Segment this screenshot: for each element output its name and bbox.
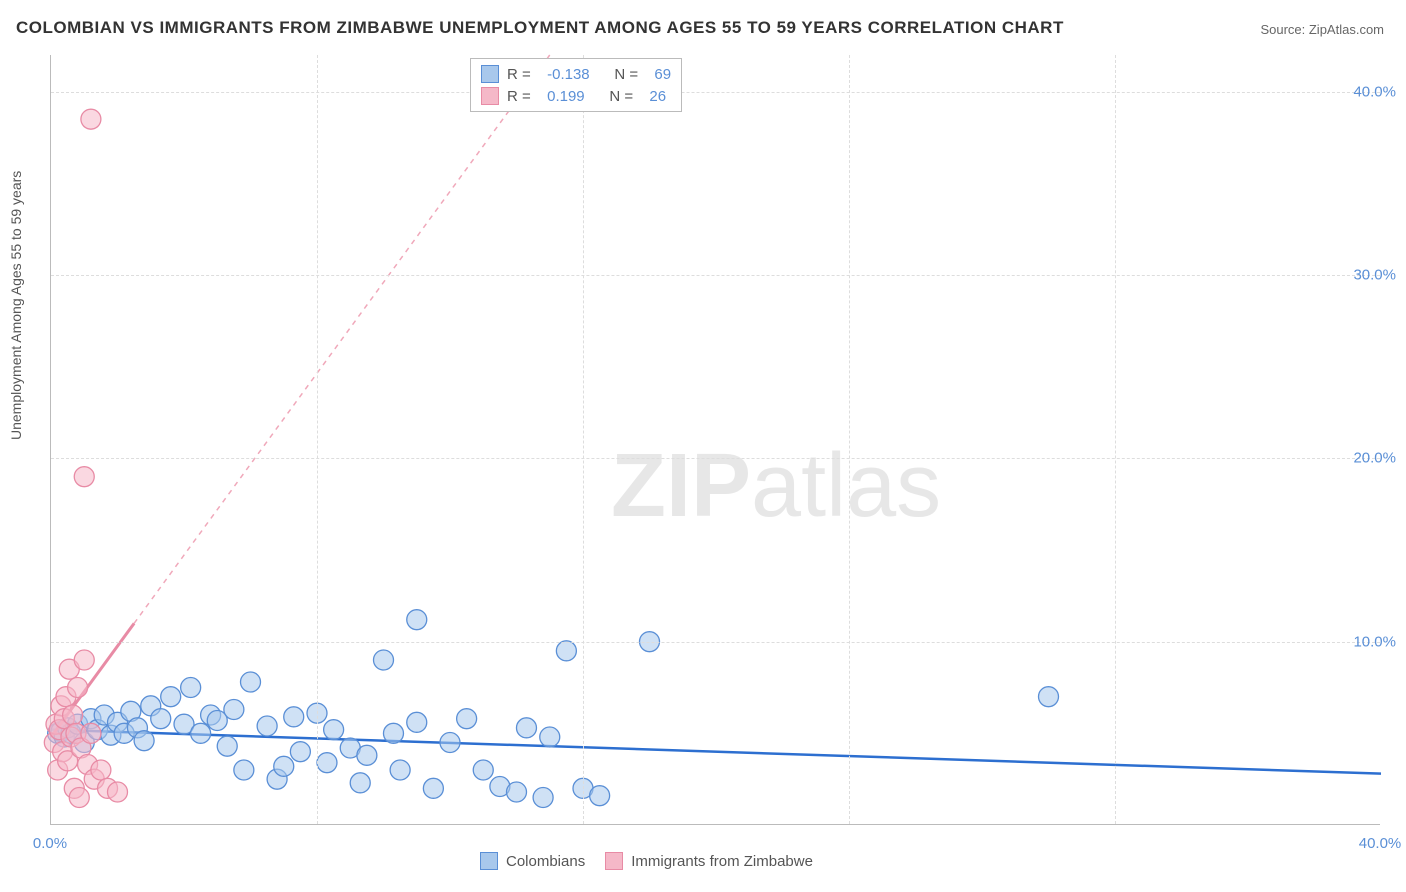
data-point xyxy=(1039,687,1059,707)
chart-svg xyxy=(51,55,1380,824)
data-point xyxy=(357,745,377,765)
data-point xyxy=(161,687,181,707)
source-label: Source: ZipAtlas.com xyxy=(1260,22,1384,37)
gridline-v xyxy=(849,55,850,824)
gridline-h xyxy=(51,275,1380,276)
data-point xyxy=(590,786,610,806)
ytick-label: 40.0% xyxy=(1353,83,1396,100)
data-point xyxy=(507,782,527,802)
data-point xyxy=(74,650,94,670)
legend-series-item: Colombians xyxy=(480,852,585,870)
ytick-label: 10.0% xyxy=(1353,633,1396,650)
data-point xyxy=(423,778,443,798)
data-point xyxy=(224,700,244,720)
chart-container: COLOMBIAN VS IMMIGRANTS FROM ZIMBABWE UN… xyxy=(0,0,1406,892)
data-point xyxy=(317,753,337,773)
data-point xyxy=(390,760,410,780)
data-point xyxy=(191,723,211,743)
xtick-label: 0.0% xyxy=(33,835,67,852)
legend-swatch xyxy=(481,87,499,105)
data-point xyxy=(68,678,88,698)
legend-series-label: Immigrants from Zimbabwe xyxy=(631,853,813,870)
data-point xyxy=(81,723,101,743)
legend-swatch xyxy=(605,852,623,870)
gridline-v xyxy=(583,55,584,824)
data-point xyxy=(91,760,111,780)
data-point xyxy=(241,672,261,692)
data-point xyxy=(374,650,394,670)
data-point xyxy=(63,705,83,725)
data-point xyxy=(151,709,171,729)
gridline-h xyxy=(51,642,1380,643)
data-point xyxy=(324,720,344,740)
legend-swatch xyxy=(480,852,498,870)
gridline-h xyxy=(51,92,1380,93)
data-point xyxy=(181,678,201,698)
data-point xyxy=(533,788,553,808)
gridline-v xyxy=(317,55,318,824)
legend-series-label: Colombians xyxy=(506,853,585,870)
data-point xyxy=(556,641,576,661)
gridline-h xyxy=(51,458,1380,459)
legend-series-item: Immigrants from Zimbabwe xyxy=(605,852,813,870)
legend-correlation-row: R = -0.138 N = 69 xyxy=(481,63,671,85)
data-point xyxy=(69,788,89,808)
xtick-label: 40.0% xyxy=(1359,835,1402,852)
series-legend: Colombians Immigrants from Zimbabwe xyxy=(480,852,813,870)
data-point xyxy=(74,467,94,487)
data-point xyxy=(290,742,310,762)
ytick-label: 30.0% xyxy=(1353,267,1396,284)
data-point xyxy=(134,731,154,751)
correlation-legend: R = -0.138 N = 69R = 0.199 N = 26 xyxy=(470,58,682,112)
data-point xyxy=(457,709,477,729)
ytick-label: 20.0% xyxy=(1353,450,1396,467)
data-point xyxy=(284,707,304,727)
data-point xyxy=(540,727,560,747)
data-point xyxy=(350,773,370,793)
data-point xyxy=(108,782,128,802)
data-point xyxy=(407,610,427,630)
y-axis-label: Unemployment Among Ages 55 to 59 years xyxy=(8,171,24,440)
legend-correlation-row: R = 0.199 N = 26 xyxy=(481,85,671,107)
data-point xyxy=(234,760,254,780)
plot-area: ZIPatlas xyxy=(50,55,1380,825)
data-point xyxy=(407,712,427,732)
data-point xyxy=(217,736,237,756)
data-point xyxy=(473,760,493,780)
data-point xyxy=(516,718,536,738)
data-point xyxy=(383,723,403,743)
data-point xyxy=(257,716,277,736)
data-point xyxy=(274,756,294,776)
chart-title: COLOMBIAN VS IMMIGRANTS FROM ZIMBABWE UN… xyxy=(16,18,1064,38)
data-point xyxy=(440,733,460,753)
gridline-v xyxy=(1115,55,1116,824)
data-point xyxy=(81,109,101,129)
legend-swatch xyxy=(481,65,499,83)
